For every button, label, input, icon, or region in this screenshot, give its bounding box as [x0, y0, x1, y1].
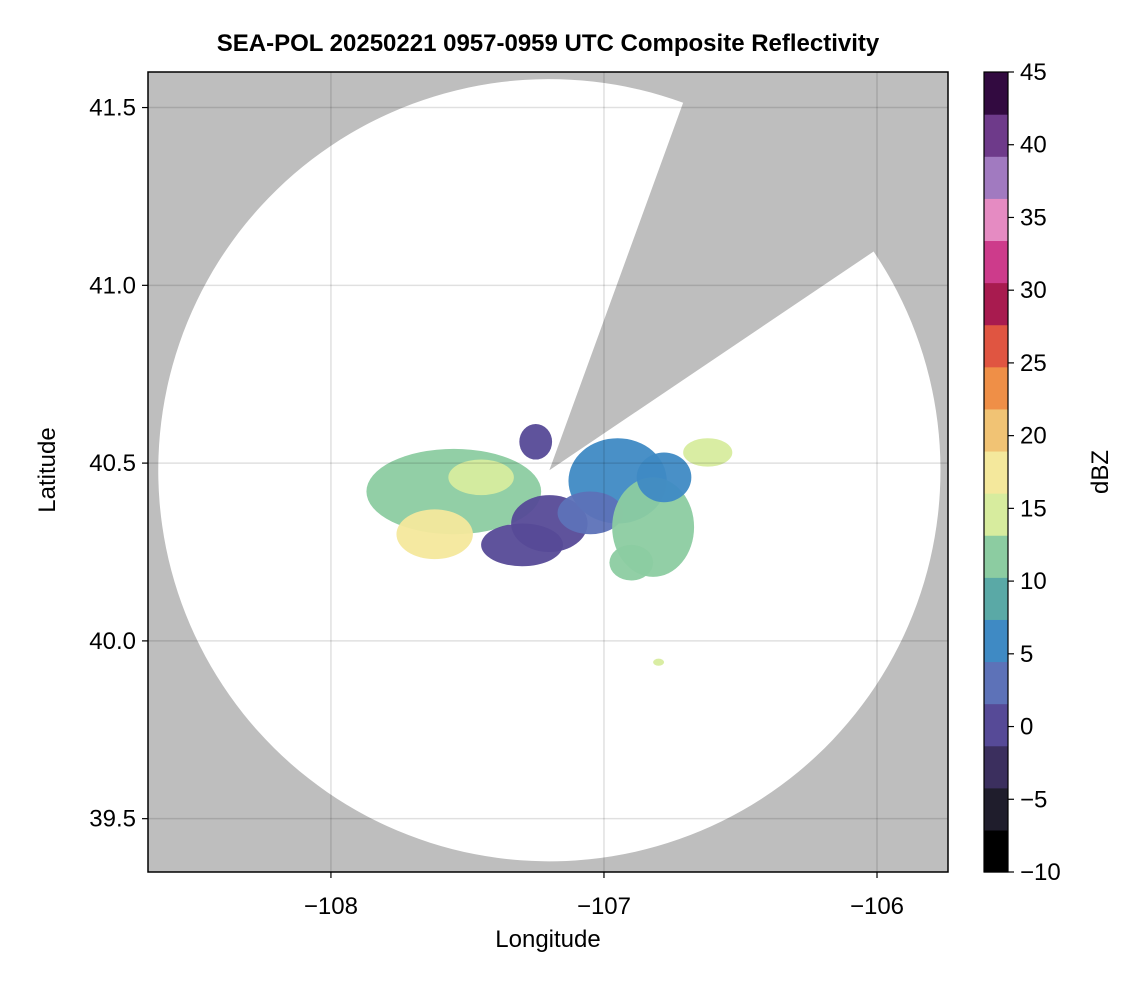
x-tick-label: −108: [304, 893, 358, 920]
colorbar-swatch: [984, 661, 1008, 705]
colorbar-swatch: [984, 408, 1008, 452]
colorbar-swatch: [984, 619, 1008, 663]
colorbar-tick-label: 0: [1020, 714, 1033, 741]
radar-coverage: [158, 79, 941, 862]
colorbar-swatch: [984, 493, 1008, 536]
y-tick-label: 39.5: [89, 806, 136, 833]
colorbar-swatch: [984, 450, 1008, 494]
echo-cell: [519, 424, 553, 460]
y-tick-label: 40.0: [89, 628, 136, 655]
colorbar-swatch: [984, 156, 1008, 199]
colorbar-label: dBZ: [1087, 449, 1114, 495]
colorbar-tick-label: −10: [1020, 859, 1061, 886]
x-tick-label: −107: [577, 893, 631, 920]
echo-cell: [636, 452, 692, 503]
colorbar-tick-label: 45: [1020, 59, 1047, 86]
plot-area: [148, 72, 948, 872]
colorbar-swatch: [984, 114, 1008, 157]
grid-lines: [148, 72, 948, 872]
colorbar-swatch: [984, 703, 1008, 747]
y-tick-label: 40.5: [89, 450, 136, 477]
echo-cell: [448, 459, 514, 496]
x-tick-label: −106: [850, 893, 904, 920]
echo-cell: [653, 658, 665, 666]
colorbar-swatch: [984, 198, 1008, 242]
colorbar-tick-label: 20: [1020, 423, 1047, 450]
colorbar: −10 −5 0 5 10 15 20 25 30 35 40 45: [983, 59, 1061, 886]
colorbar-swatch: [984, 829, 1008, 873]
plot-frame: [147, 71, 949, 873]
colorbar-swatch: [984, 577, 1008, 620]
echo-cell: [609, 544, 654, 581]
colorbar-tick-label: 5: [1020, 641, 1033, 668]
colorbar-swatch: [984, 366, 1008, 410]
colorbar-swatch: [984, 787, 1008, 831]
echo-cell: [396, 509, 473, 560]
colorbar-swatch: [984, 535, 1008, 578]
colorbar-swatch: [984, 745, 1008, 789]
colorbar-frame: [983, 71, 1009, 873]
y-tick-label: 41.5: [89, 95, 136, 122]
colorbar-tick-label: 30: [1020, 277, 1047, 304]
echo-cell: [683, 438, 733, 467]
chart-title: SEA-POL 20250221 0957-0959 UTC Composite…: [216, 30, 880, 57]
colorbar-tick-label: 10: [1020, 568, 1047, 595]
colorbar-tick-label: 40: [1020, 132, 1047, 159]
colorbar-swatch: [984, 240, 1008, 284]
colorbar-tick-label: 35: [1020, 204, 1047, 231]
colorbar-tick-label: −5: [1020, 786, 1047, 813]
colorbar-tick-label: 25: [1020, 350, 1047, 377]
colorbar-swatch: [984, 282, 1008, 326]
colorbar-swatch: [984, 72, 1008, 115]
x-axis-label: Longitude: [495, 926, 601, 953]
y-tick-label: 41.0: [89, 272, 136, 299]
y-axis-label: Latitude: [34, 427, 61, 513]
colorbar-swatch: [984, 324, 1008, 368]
colorbar-tick-label: 15: [1020, 495, 1047, 522]
reflectivity-echoes: [366, 424, 733, 666]
echo-cell: [557, 491, 624, 535]
